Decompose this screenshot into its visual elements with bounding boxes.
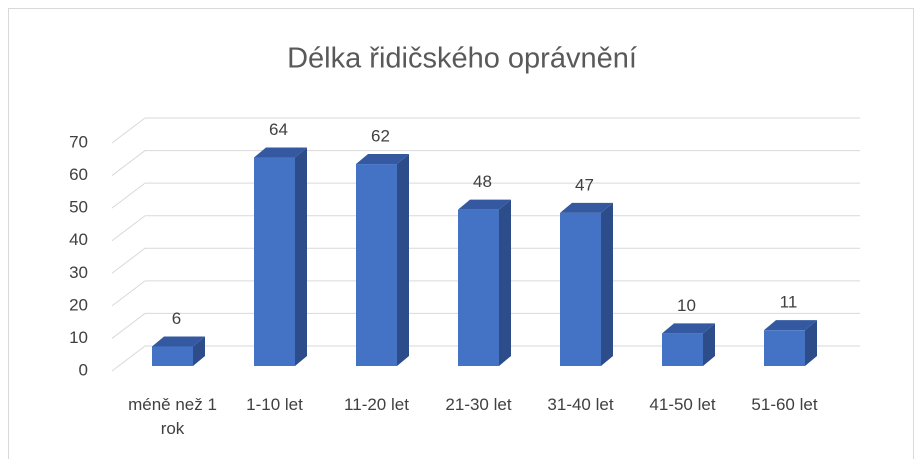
bar bbox=[662, 333, 703, 366]
bar bbox=[764, 330, 805, 366]
y-tick-label: 50 bbox=[69, 198, 88, 217]
bar-3d bbox=[560, 202, 613, 366]
y-tick-label: 0 bbox=[79, 360, 88, 379]
bar-top bbox=[254, 147, 307, 158]
bar-top bbox=[764, 320, 817, 331]
bar-side bbox=[499, 199, 511, 366]
bar-side bbox=[601, 202, 613, 366]
value-label: 62 bbox=[371, 127, 390, 146]
y-tick-label: 10 bbox=[69, 328, 88, 347]
bar-top bbox=[356, 154, 409, 165]
value-label: 47 bbox=[575, 175, 594, 194]
grid-line-depth bbox=[111, 182, 146, 209]
x-tick-label: 1-10 let bbox=[246, 395, 303, 414]
grid-line-depth bbox=[111, 117, 146, 144]
value-label: 11 bbox=[780, 293, 798, 312]
y-tick-label: 70 bbox=[69, 132, 88, 151]
x-tick-label: 11-20 let bbox=[344, 395, 409, 414]
bar-3d bbox=[764, 320, 817, 366]
bar-3d bbox=[662, 323, 715, 366]
bar-3d bbox=[356, 154, 409, 366]
bar-top bbox=[458, 199, 511, 210]
x-tick-label: 41-50 let bbox=[649, 395, 716, 414]
bar bbox=[560, 212, 601, 366]
y-tick-label: 30 bbox=[69, 263, 88, 282]
bar bbox=[254, 157, 295, 366]
grid-line-depth bbox=[111, 215, 146, 242]
bar-side bbox=[805, 320, 817, 366]
x-tick-label: 31-40 let bbox=[547, 395, 614, 414]
bar-side bbox=[397, 154, 409, 366]
value-label: 6 bbox=[172, 309, 181, 328]
bar-side bbox=[703, 323, 715, 366]
bar bbox=[458, 209, 499, 366]
x-tick-label: 51-60 let bbox=[751, 395, 818, 414]
bar bbox=[356, 164, 397, 366]
bar-3d bbox=[458, 199, 511, 366]
chart-title: Délka řidičského oprávnění bbox=[287, 43, 637, 75]
grid-line-depth bbox=[111, 313, 146, 339]
bar-top bbox=[560, 202, 613, 213]
y-tick-label: 40 bbox=[69, 230, 88, 249]
bar-top bbox=[152, 336, 205, 347]
x-tick-label: 21-30 let bbox=[445, 395, 512, 414]
bar-3d bbox=[152, 336, 205, 366]
bar-side bbox=[193, 336, 205, 366]
bar bbox=[152, 346, 193, 366]
value-label: 48 bbox=[473, 172, 492, 191]
grid-line-depth bbox=[111, 247, 146, 274]
grid-line-depth bbox=[111, 345, 146, 372]
bar-side bbox=[295, 147, 307, 366]
value-label: 64 bbox=[269, 120, 288, 139]
y-tick-label: 20 bbox=[69, 295, 88, 314]
value-label: 10 bbox=[677, 296, 696, 315]
bar-top bbox=[662, 323, 715, 334]
y-tick-label: 60 bbox=[69, 165, 88, 184]
grid-line-depth bbox=[111, 150, 146, 176]
bar-3d bbox=[254, 147, 307, 366]
x-tick-label: méně než 1 rok bbox=[128, 395, 217, 438]
grid-line-depth bbox=[111, 280, 146, 307]
